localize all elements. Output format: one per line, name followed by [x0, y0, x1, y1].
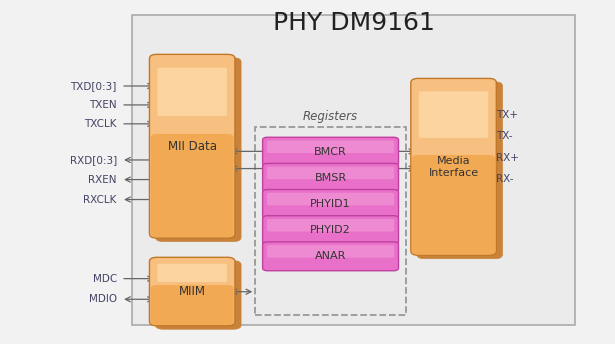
FancyBboxPatch shape [412, 155, 495, 255]
Text: BMCR: BMCR [314, 147, 347, 157]
FancyBboxPatch shape [157, 264, 227, 282]
FancyBboxPatch shape [149, 54, 235, 238]
FancyBboxPatch shape [267, 193, 394, 205]
FancyBboxPatch shape [267, 140, 394, 153]
FancyBboxPatch shape [263, 242, 399, 271]
Text: TXD[0:3]: TXD[0:3] [71, 81, 117, 91]
FancyBboxPatch shape [132, 15, 575, 325]
Text: RXCLK: RXCLK [84, 194, 117, 205]
Text: MDC: MDC [93, 273, 117, 284]
FancyBboxPatch shape [149, 257, 235, 326]
FancyBboxPatch shape [263, 137, 399, 166]
Text: TXEN: TXEN [89, 100, 117, 110]
Text: TXCLK: TXCLK [84, 119, 117, 129]
Text: RXD[0:3]: RXD[0:3] [69, 155, 117, 165]
Text: PHY DM9161: PHY DM9161 [272, 11, 435, 35]
Text: MII Data: MII Data [168, 140, 216, 153]
Text: MDIO: MDIO [89, 294, 117, 304]
Text: RXEN: RXEN [89, 174, 117, 185]
FancyBboxPatch shape [263, 190, 399, 218]
Text: PHYID1: PHYID1 [310, 199, 351, 209]
Text: TX-: TX- [496, 131, 513, 141]
Text: Registers: Registers [303, 110, 358, 123]
Text: TX+: TX+ [496, 110, 518, 120]
Text: BMSR: BMSR [314, 173, 347, 183]
Text: MIIM: MIIM [179, 285, 205, 298]
Text: Media
Interface: Media Interface [429, 156, 478, 178]
FancyBboxPatch shape [263, 163, 399, 192]
Text: PHYID2: PHYID2 [310, 225, 351, 235]
FancyBboxPatch shape [419, 91, 488, 138]
FancyBboxPatch shape [151, 285, 234, 325]
FancyBboxPatch shape [156, 261, 241, 329]
Text: ANAR: ANAR [315, 251, 346, 261]
Text: RX+: RX+ [496, 153, 519, 163]
FancyBboxPatch shape [263, 216, 399, 245]
FancyBboxPatch shape [411, 78, 496, 255]
FancyBboxPatch shape [417, 82, 502, 259]
FancyBboxPatch shape [267, 219, 394, 232]
FancyBboxPatch shape [267, 245, 394, 258]
FancyBboxPatch shape [156, 58, 241, 241]
FancyBboxPatch shape [157, 68, 227, 116]
Text: RX-: RX- [496, 174, 514, 184]
FancyBboxPatch shape [151, 134, 234, 237]
FancyBboxPatch shape [267, 166, 394, 179]
